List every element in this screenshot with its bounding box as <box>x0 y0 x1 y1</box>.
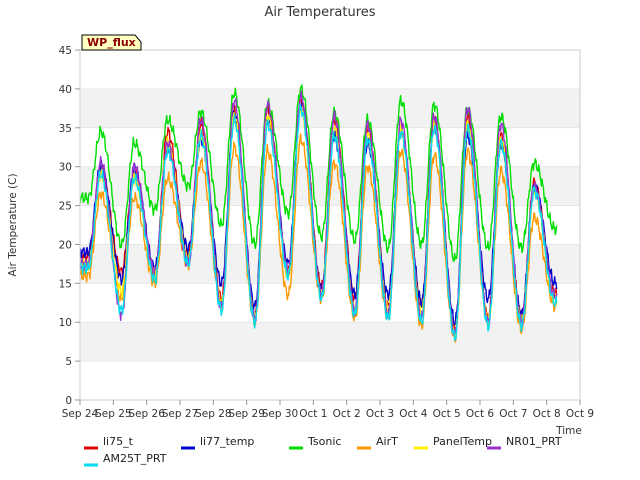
x-tick-label: Sep 26 <box>128 408 165 420</box>
series-lines <box>79 84 558 343</box>
chart-title: Air Temperatures <box>264 5 375 20</box>
series-line-tsonic <box>79 84 558 263</box>
grid-band <box>80 88 580 128</box>
y-tick-label: 35 <box>59 123 72 135</box>
x-tick-label: Oct 9 <box>566 408 594 420</box>
x-tick-label: Sep 27 <box>162 408 199 420</box>
y-axis-ticks: 0 5 10 15 20 25 30 35 40 45 <box>59 45 80 407</box>
x-tick-label: Sep 28 <box>195 408 232 420</box>
y-tick-label: 40 <box>59 84 72 96</box>
grid-bands <box>80 49 580 401</box>
x-tick-label: Oct 1 <box>299 408 327 420</box>
x-tick-label: Oct 8 <box>533 408 561 420</box>
x-tick-label: Sep 25 <box>95 408 132 420</box>
legend-entry: li75_t <box>103 435 134 448</box>
legend-entry: Tsonic <box>307 435 341 448</box>
x-axis-label: Time <box>555 425 582 437</box>
x-tick-label: Oct 6 <box>466 408 494 420</box>
x-tick-label: Oct 4 <box>399 408 427 420</box>
legend-entry: li77_temp <box>200 435 254 448</box>
x-tick-label: Sep 29 <box>228 408 265 420</box>
grid-band <box>80 322 580 362</box>
x-tick-label: Oct 2 <box>333 408 361 420</box>
x-tick-label: Oct 5 <box>433 408 461 420</box>
y-axis-label: Air Temperature (C) <box>7 173 19 276</box>
grid-band <box>80 50 580 89</box>
y-tick-label: 15 <box>59 278 72 290</box>
y-tick-label: 20 <box>59 239 72 251</box>
legend-entry: PanelTemp <box>433 435 492 448</box>
legend-entry: NR01_PRT <box>506 435 562 448</box>
x-tick-label: Oct 7 <box>499 408 527 420</box>
badge-box <box>81 34 142 51</box>
badge-label: WP_flux <box>87 36 136 49</box>
series-line-am25t-prt <box>79 103 558 341</box>
plot-frame <box>79 49 581 401</box>
wp-flux-badge: WP_flux <box>81 34 142 51</box>
x-tick-label: Sep 30 <box>262 408 299 420</box>
grid-band <box>80 361 580 400</box>
y-tick-label: 25 <box>59 201 72 213</box>
y-tick-label: 10 <box>59 317 72 329</box>
grid-band <box>80 244 580 284</box>
y-tick-label: 0 <box>65 395 72 407</box>
y-tick-label: 5 <box>65 356 72 368</box>
legend-entry: AirT <box>376 435 398 448</box>
legend-entry: AM25T_PRT <box>103 452 167 465</box>
y-tick-label: 30 <box>59 162 72 174</box>
y-tick-label: 45 <box>59 45 72 57</box>
grid-band <box>80 283 580 323</box>
x-tick-label: Oct 3 <box>366 408 394 420</box>
grid-band <box>80 205 580 245</box>
x-tick-label: Sep 24 <box>62 408 99 420</box>
legend: li75_t li77_temp Tsonic AirT PanelTemp NR01_P… <box>84 435 562 467</box>
